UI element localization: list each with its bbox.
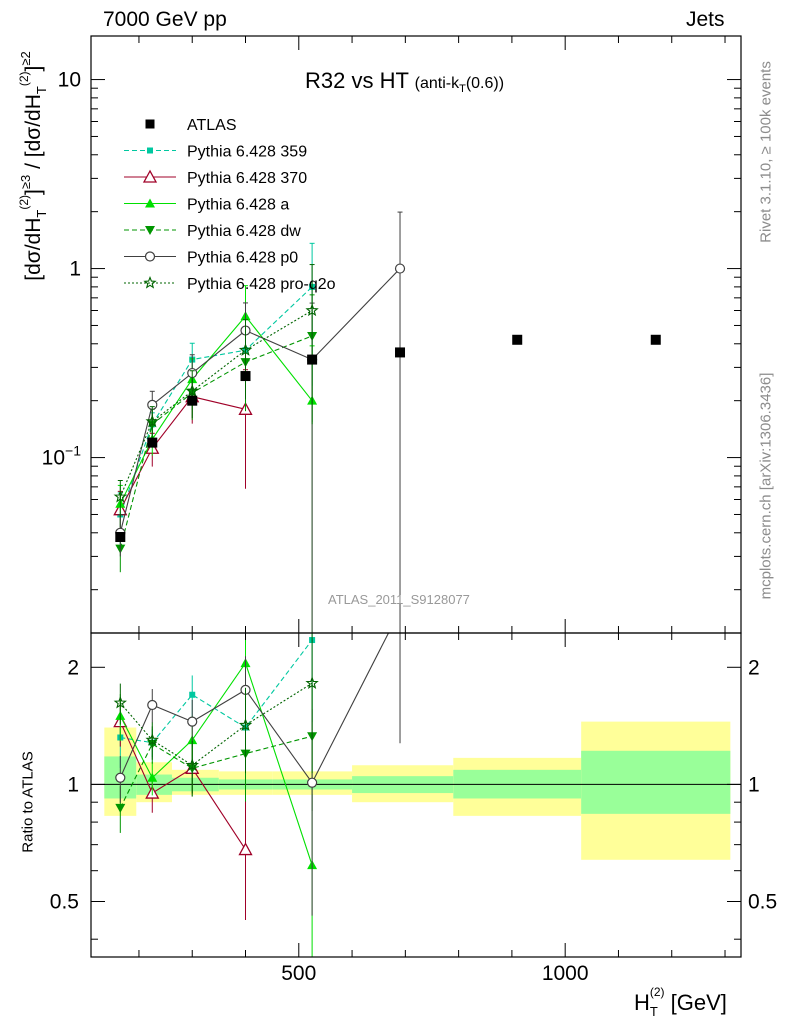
ratio-point — [115, 803, 126, 813]
atlas-data-point — [395, 347, 406, 358]
ratio-y-tick-label-right: 2 — [748, 656, 760, 679]
ratio-line — [119, 682, 313, 766]
x-axis-label: HT(2) [GeV] — [634, 985, 727, 1019]
atlas-data-point — [307, 354, 318, 365]
series-line — [119, 396, 246, 510]
rivet-label: Rivet 3.1.10, ≥ 100k events — [757, 61, 775, 243]
legend-item: ATLAS — [145, 117, 237, 134]
svg-text:[dσ/dHT(2)]≥3 / [dσ/dHT(2)]≥2: [dσ/dHT(2)]≥3 / [dσ/dHT(2)]≥2 — [17, 51, 49, 281]
legend-label: Pythia 6.428 a — [187, 197, 289, 214]
ratio-panel-frame — [90, 632, 742, 958]
legend-label: Pythia 6.428 359 — [187, 144, 307, 161]
legend-label: ATLAS — [187, 117, 237, 134]
data-point — [113, 489, 128, 503]
atlas-data-point — [115, 532, 126, 543]
legend-item: Pythia 6.428 dw — [124, 223, 301, 240]
ratio-pythia-6.428-a — [115, 633, 318, 957]
series-pythia-6.428-370 — [113, 369, 253, 534]
legend-marker — [145, 119, 155, 129]
analysis-id: ATLAS_2011_S9128077 — [328, 592, 470, 607]
chart-title-main: R32 vs HT — [305, 68, 409, 93]
series-pythia-6.428-a — [115, 285, 318, 633]
series-line — [119, 315, 313, 504]
ratio-point — [147, 699, 158, 711]
mcplots-label: mcplots.cern.ch [arXiv:1306.3436] — [757, 372, 775, 600]
ratio-point — [187, 716, 198, 727]
legend-item: Pythia 6.428 a — [124, 197, 289, 214]
ratio-point — [238, 718, 253, 731]
x-tick-label: 500 — [281, 962, 316, 985]
axes: 10 1 10−1 2 2 1 1 0.5 0.5 500 1000 HT(2) [GeV] [dσ/d… — [17, 36, 777, 1019]
ratio-point — [305, 676, 319, 689]
series-pythia-6.428-pro-q2o — [113, 264, 319, 518]
ratio-pythia-6.428-pro-q2o — [113, 633, 319, 794]
legend-marker — [144, 251, 156, 262]
ratio-point — [115, 772, 126, 783]
ratio-pythia-6.428-359 — [117, 633, 316, 768]
ratio-y-tick-label-right: 1 — [748, 773, 760, 796]
legend-label: Pythia 6.428 370 — [187, 170, 307, 187]
ratio-point — [189, 691, 196, 698]
ratio-panel-series — [113, 633, 401, 957]
y-tick-label: 10−1 — [42, 443, 82, 470]
legend-label: Pythia 6.428 p0 — [187, 250, 298, 267]
y-tick-label: 1 — [69, 258, 81, 281]
ratio-bands — [104, 721, 731, 860]
ratio-y-tick-label: 1 — [67, 773, 79, 796]
legend-label: Pythia 6.428 pro-q2o — [187, 276, 336, 293]
data-point — [394, 263, 406, 274]
topic-label: Jets — [686, 8, 725, 31]
energy-label: 7000 GeV pp — [103, 8, 227, 31]
ratio-y-tick-label: 2 — [67, 656, 79, 679]
x-tick-label: 1000 — [542, 962, 589, 985]
ratio-y-tick-label-right: 0.5 — [748, 890, 777, 913]
ratio-line — [119, 721, 246, 850]
series-line — [119, 268, 401, 533]
series-line — [119, 310, 313, 498]
legend-marker — [147, 147, 153, 154]
series-line — [119, 286, 313, 515]
ratio-point — [113, 695, 127, 709]
legend-label: Pythia 6.428 dw — [187, 223, 301, 240]
ratio-y-axis-label: Ratio to ATLAS — [19, 751, 37, 853]
ratio-line — [120, 639, 313, 744]
legend-item: Pythia 6.428 p0 — [124, 250, 298, 267]
y-axis-label: [dσ/dHT(2)]≥3 / [dσ/dHT(2)]≥2 — [17, 51, 49, 281]
legend-marker — [145, 198, 155, 208]
legend-marker — [145, 226, 155, 235]
legend-marker — [142, 169, 158, 183]
atlas-data-point — [147, 437, 158, 448]
ratio-point — [185, 758, 200, 772]
legend-item: Pythia 6.428 359 — [124, 144, 307, 161]
legend: ATLAS Pythia 6.428 359 Pythia 6.428 370 Pyt… — [124, 117, 336, 293]
data-point — [185, 383, 200, 397]
data-point — [238, 343, 253, 356]
chart-title: R32 vs HT (anti-kT(0.6)) — [305, 68, 504, 95]
ratio-point — [147, 772, 158, 782]
legend-item: Pythia 6.428 pro-q2o — [124, 275, 336, 293]
stat-uncertainty-band — [581, 750, 731, 814]
legend-item: Pythia 6.428 370 — [124, 169, 307, 187]
ratio-point — [145, 733, 159, 746]
atlas-data-point — [650, 334, 661, 345]
series-atlas — [115, 334, 661, 543]
ratio-point — [307, 777, 318, 788]
atlas-data-point — [187, 395, 198, 406]
ratio-point — [238, 842, 253, 856]
atlas-data-point — [240, 371, 251, 382]
ratio-line — [119, 633, 390, 784]
ratio-line — [119, 735, 313, 809]
chart-title-sub: (anti-kT(0.6)) — [414, 75, 505, 96]
y-tick-label: 10 — [58, 69, 81, 92]
legend-marker — [143, 275, 157, 289]
ratio-y-tick-label: 0.5 — [50, 890, 79, 913]
atlas-data-point — [512, 334, 523, 345]
data-point — [145, 414, 159, 428]
data-point — [305, 303, 319, 317]
